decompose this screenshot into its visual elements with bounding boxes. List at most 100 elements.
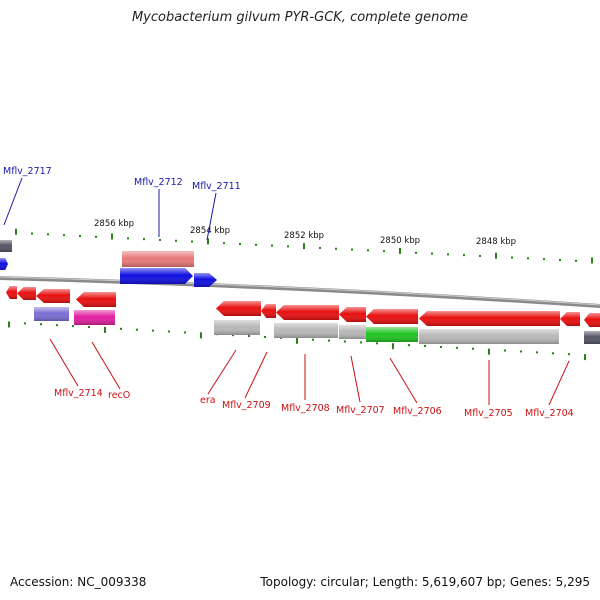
scale-tick-mark bbox=[200, 332, 202, 339]
scale-tick-mark bbox=[351, 248, 353, 251]
scale-tick-mark bbox=[312, 338, 314, 341]
label-leader-line bbox=[207, 349, 237, 395]
scale-tick-mark bbox=[360, 341, 362, 344]
label-leader-line bbox=[244, 351, 268, 399]
scale-tick-mark bbox=[207, 238, 209, 245]
scale-tick-mark bbox=[431, 252, 433, 255]
accession-text: Accession: NC_009338 bbox=[10, 575, 147, 589]
gene-feature-shading bbox=[274, 323, 338, 338]
scale-tick-mark bbox=[584, 354, 586, 361]
gene-feature-shading bbox=[339, 325, 366, 339]
scale-ticks-upper bbox=[15, 228, 593, 264]
label-leader-line bbox=[350, 355, 361, 403]
scale-tick-mark bbox=[472, 347, 474, 350]
scale-tick-mark bbox=[143, 238, 145, 241]
scale-tick-mark bbox=[543, 258, 545, 261]
gene-feature-shading bbox=[36, 289, 70, 303]
gene-label: Mflv_2714 bbox=[54, 388, 103, 399]
scale-tick-mark bbox=[520, 350, 522, 353]
scale-tick-mark bbox=[511, 256, 513, 259]
scale-tick-mark bbox=[392, 343, 394, 350]
gene-feature-shading bbox=[17, 287, 36, 300]
scale-tick-mark bbox=[591, 257, 593, 264]
scale-tick-mark bbox=[136, 328, 138, 331]
gene-feature-shading bbox=[366, 327, 418, 342]
gene-feature-shading bbox=[76, 292, 116, 307]
scale-tick-mark bbox=[152, 329, 154, 332]
scale-tick-mark bbox=[296, 337, 298, 344]
scale-tick-mark bbox=[223, 242, 225, 245]
gene-feature-shading bbox=[276, 305, 339, 320]
gene-label: Mflv_2712 bbox=[134, 177, 183, 188]
gene-feature-shading bbox=[34, 307, 69, 321]
scale-tick-mark bbox=[335, 247, 337, 250]
scale-tick-mark bbox=[8, 321, 10, 328]
scale-tick-mark bbox=[527, 257, 529, 260]
gene-feature-shading bbox=[0, 240, 12, 252]
gene-feature-shading bbox=[0, 258, 8, 270]
gene-label: Mflv_2705 bbox=[464, 408, 513, 419]
scale-tick-mark bbox=[328, 339, 330, 342]
scale-tick-labels: 2856 kbp 2854 kbp 2852 kbp 2850 kbp 2848 kbp bbox=[94, 219, 516, 247]
gene-feature-shading bbox=[74, 310, 115, 325]
scale-tick-mark bbox=[168, 330, 170, 333]
scale-tick-label: 2850 kbp bbox=[380, 236, 420, 246]
scale-tick-label: 2848 kbp bbox=[476, 237, 516, 247]
scale-tick-mark bbox=[415, 251, 417, 254]
scale-tick-mark bbox=[463, 254, 465, 257]
gene-label: Mflv_2711 bbox=[192, 181, 241, 192]
scale-tick-mark bbox=[319, 246, 321, 249]
genome-summary-text: Topology: circular; Length: 5,619,607 bp… bbox=[260, 575, 590, 589]
gene-feature-shading bbox=[339, 307, 366, 322]
scale-tick-mark bbox=[72, 325, 74, 328]
label-leader-line bbox=[389, 357, 418, 404]
scale-tick-mark bbox=[159, 238, 161, 241]
gene-feature-shading bbox=[122, 251, 194, 267]
scale-tick-mark bbox=[271, 244, 273, 247]
scale-tick-mark bbox=[15, 228, 17, 235]
scale-tick-mark bbox=[344, 340, 346, 343]
scale-tick-mark bbox=[552, 352, 554, 355]
scale-tick-mark bbox=[239, 242, 241, 245]
genome-backbone bbox=[0, 276, 600, 308]
label-leader-line bbox=[91, 341, 121, 390]
scale-tick-mark bbox=[111, 233, 113, 240]
scale-tick-mark bbox=[456, 346, 458, 349]
scale-tick-mark bbox=[504, 349, 506, 352]
scale-tick-mark bbox=[184, 331, 186, 334]
map-title: Mycobacterium gilvum PYR-GCK, complete g… bbox=[131, 10, 469, 25]
scale-tick-mark bbox=[31, 232, 33, 235]
label-leader-line bbox=[49, 338, 79, 387]
scale-tick-mark bbox=[255, 243, 257, 246]
scale-tick-mark bbox=[440, 345, 442, 348]
gene-feature-shading bbox=[216, 301, 261, 316]
genome-backbone-highlight bbox=[0, 276, 600, 306]
scale-tick-mark bbox=[127, 237, 129, 240]
scale-tick-mark bbox=[488, 348, 490, 355]
scale-tick-mark bbox=[40, 323, 42, 326]
scale-tick-mark bbox=[79, 234, 81, 237]
scale-tick-mark bbox=[56, 324, 58, 327]
scale-tick-mark bbox=[248, 335, 250, 338]
scale-tick-mark bbox=[47, 233, 49, 236]
scale-tick-mark bbox=[575, 259, 577, 262]
scale-tick-mark bbox=[424, 345, 426, 348]
scale-tick-mark bbox=[175, 239, 177, 242]
scale-tick-mark bbox=[120, 327, 122, 330]
label-leader-lines bbox=[3, 177, 570, 406]
scale-tick-mark bbox=[376, 342, 378, 345]
scale-tick-mark bbox=[232, 334, 234, 337]
gene-feature-shading bbox=[584, 331, 600, 344]
gene-label: Mflv_2708 bbox=[281, 403, 330, 414]
gene-feature-shading bbox=[419, 311, 560, 326]
gene-feature-shading bbox=[560, 312, 580, 326]
scale-tick-label: 2856 kbp bbox=[94, 219, 134, 229]
gene-feature-shading bbox=[120, 268, 193, 284]
label-leader-line bbox=[548, 360, 570, 406]
scale-tick-mark bbox=[399, 247, 401, 254]
gene-label: Mflv_2707 bbox=[336, 405, 385, 416]
scale-tick-mark bbox=[191, 240, 193, 243]
gene-feature-shading bbox=[261, 304, 276, 318]
gene-labels: Mflv_2717 Mflv_2712 Mflv_2711 Mflv_2714 recO… bbox=[3, 166, 574, 419]
